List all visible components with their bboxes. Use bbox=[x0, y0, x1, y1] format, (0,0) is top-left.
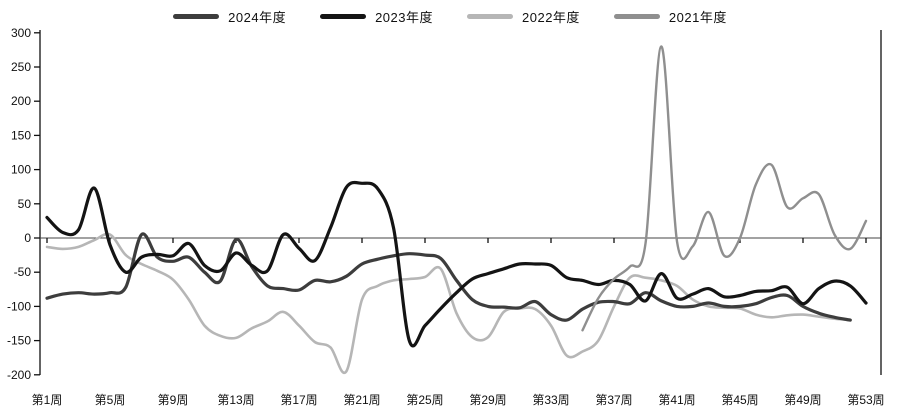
x-tick-label: 第21周 bbox=[343, 393, 380, 407]
series-line-2024年度 bbox=[45, 232, 852, 322]
chart-legend: 2024年度 2023年度 2022年度 2021年度 bbox=[0, 4, 900, 28]
y-tick-label: 200 bbox=[11, 94, 31, 108]
legend-item: 2022年度 bbox=[467, 7, 580, 26]
legend-line-swatch bbox=[467, 13, 513, 19]
legend-label: 2024年度 bbox=[228, 9, 287, 25]
y-tick-label: -100 bbox=[7, 299, 31, 313]
y-tick-label: 0 bbox=[24, 231, 31, 245]
y-tick-label: 50 bbox=[18, 197, 32, 211]
x-tick-label: 第37周 bbox=[595, 393, 632, 407]
y-tick-label: 150 bbox=[11, 128, 31, 142]
legend-label: 2023年度 bbox=[375, 9, 433, 25]
y-tick-label: -150 bbox=[7, 334, 31, 348]
y-tick-label: -200 bbox=[7, 368, 31, 382]
legend-item: 2023年度 bbox=[320, 7, 433, 26]
series-line-2022年度 bbox=[45, 232, 852, 375]
x-tick-label: 第1周 bbox=[32, 393, 63, 407]
x-tick-label: 第17周 bbox=[280, 393, 317, 407]
y-tick-label: 300 bbox=[11, 26, 31, 40]
legend-line-swatch bbox=[320, 13, 367, 19]
x-tick-label: 第29周 bbox=[469, 393, 506, 407]
y-tick-label: -50 bbox=[14, 265, 32, 279]
x-tick-label: 第5周 bbox=[95, 393, 126, 407]
x-tick-label: 第33周 bbox=[532, 393, 569, 407]
x-tick-label: 第9周 bbox=[158, 393, 189, 407]
x-tick-label: 第53周 bbox=[847, 393, 884, 407]
legend-item: 2024年度 bbox=[173, 7, 286, 26]
x-tick-label: 第49周 bbox=[784, 393, 821, 407]
y-tick-label: 100 bbox=[11, 163, 31, 177]
series-line-2021年度 bbox=[581, 45, 868, 332]
x-tick-label: 第13周 bbox=[217, 393, 254, 407]
x-tick-label: 第25周 bbox=[406, 393, 443, 407]
x-tick-label: 第45周 bbox=[721, 393, 758, 407]
series-line-2023年度 bbox=[45, 180, 868, 348]
x-tick-label: 第41周 bbox=[658, 393, 695, 407]
legend-item: 2021年度 bbox=[613, 7, 727, 26]
legend-line-swatch bbox=[173, 13, 220, 19]
legend-line-swatch bbox=[613, 13, 660, 19]
y-tick-label: 250 bbox=[11, 60, 31, 74]
legend-label: 2021年度 bbox=[668, 9, 727, 25]
legend-label: 2022年度 bbox=[522, 9, 580, 25]
